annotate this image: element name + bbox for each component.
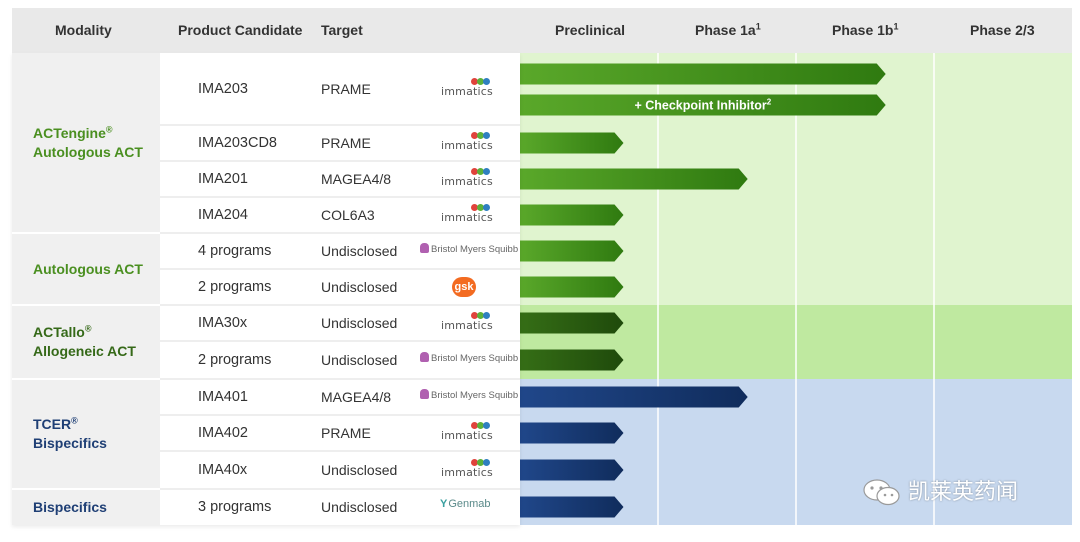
product-candidate: 4 programs [198,243,272,259]
target: PRAME [321,81,371,97]
bms-logo: Bristol Myers Squibb [420,243,518,257]
header-phase-1a: Phase 1a1 [695,21,761,38]
bar-label: + Checkpoint Inhibitor2 [634,98,771,113]
modality-label: ACTengine® Autologous ACT [33,124,143,160]
row-separator [160,160,520,162]
target: PRAME [321,135,371,151]
modality-label: Bispecifics [33,498,107,515]
pipeline-bar [520,204,624,226]
header-phase-1b: Phase 1b1 [832,21,899,38]
immatics-logo: immatics [441,132,493,152]
target: Undisclosed [321,352,398,368]
pipeline-bar [520,496,624,518]
row-separator [160,232,520,234]
product-candidate: IMA30x [198,315,248,331]
header-target: Target [321,22,363,38]
modality-separator [12,232,160,234]
product-candidate: 3 programs [198,499,272,515]
wechat-icon [863,479,900,506]
target: PRAME [321,425,371,441]
row-separator [160,414,520,416]
row-separator [160,488,520,490]
header-modality: Modality [55,22,112,38]
immatics-logo: immatics [441,204,493,224]
target: COL6A3 [321,207,375,223]
modality-separator [12,378,160,380]
table-header [12,8,1072,53]
immatics-logo: immatics [441,78,493,98]
product-candidate: IMA40x [198,462,248,478]
modality-cell [12,489,160,525]
immatics-logo: immatics [441,168,493,188]
modality-cell [12,379,160,489]
modality-label: Autologous ACT [33,260,143,277]
row-separator [160,450,520,452]
product-candidate: 2 programs [198,279,272,295]
target: Undisclosed [321,243,398,259]
target: Undisclosed [321,315,398,331]
target: Undisclosed [321,279,398,295]
pipeline-bar [520,240,624,262]
watermark: 凯莱英药闻 [862,476,1062,510]
pipeline-bar [520,312,624,334]
header-phase-2-3: Phase 2/3 [970,22,1035,38]
header-product-candidate: Product Candidate [178,22,303,38]
product-candidate: IMA402 [198,425,248,441]
pipeline-bar [520,168,748,190]
modality-label: TCER® Bispecifics [33,415,107,451]
immatics-logo: immatics [441,312,493,332]
product-candidate: 2 programs [198,352,272,368]
pipeline-bar [520,386,748,408]
pipeline-bar [520,349,624,371]
modality-cell [12,305,160,379]
pipeline-bar [520,422,624,444]
bms-logo: Bristol Myers Squibb [420,389,518,403]
row-separator [160,124,520,126]
row-separator [160,268,520,270]
pipeline-bar [520,276,624,298]
bms-logo: Bristol Myers Squibb [420,352,518,366]
product-candidate: IMA203CD8 [198,135,277,151]
pipeline-bar [520,63,886,85]
watermark-text: 凯莱英药闻 [908,480,1019,505]
pipeline-bar [520,459,624,481]
target: MAGEA4/8 [321,171,392,187]
pipeline-bar [520,132,624,154]
gsk-logo: gsk [452,277,476,297]
pipeline-bar [520,94,886,116]
product-candidate: IMA203 [198,81,248,97]
modality-cell [12,53,160,233]
modality-separator [12,304,160,306]
target: Undisclosed [321,499,398,515]
row-separator [160,378,520,380]
immatics-logo: immatics [441,422,493,442]
product-candidate: IMA204 [198,207,248,223]
header-phase-preclinical: Preclinical [555,22,626,38]
modality-label: ACTallo® Allogeneic ACT [33,323,136,359]
row-separator [160,196,520,198]
product-candidate: IMA401 [198,389,248,405]
target: Undisclosed [321,462,398,478]
row-separator [160,304,520,306]
product-candidate: IMA201 [198,171,248,187]
modality-cell [12,233,160,305]
genmab-logo: YGenmab [440,498,491,510]
target: MAGEA4/8 [321,389,392,405]
row-separator [160,340,520,342]
modality-separator [12,488,160,490]
immatics-logo: immatics [441,459,493,479]
